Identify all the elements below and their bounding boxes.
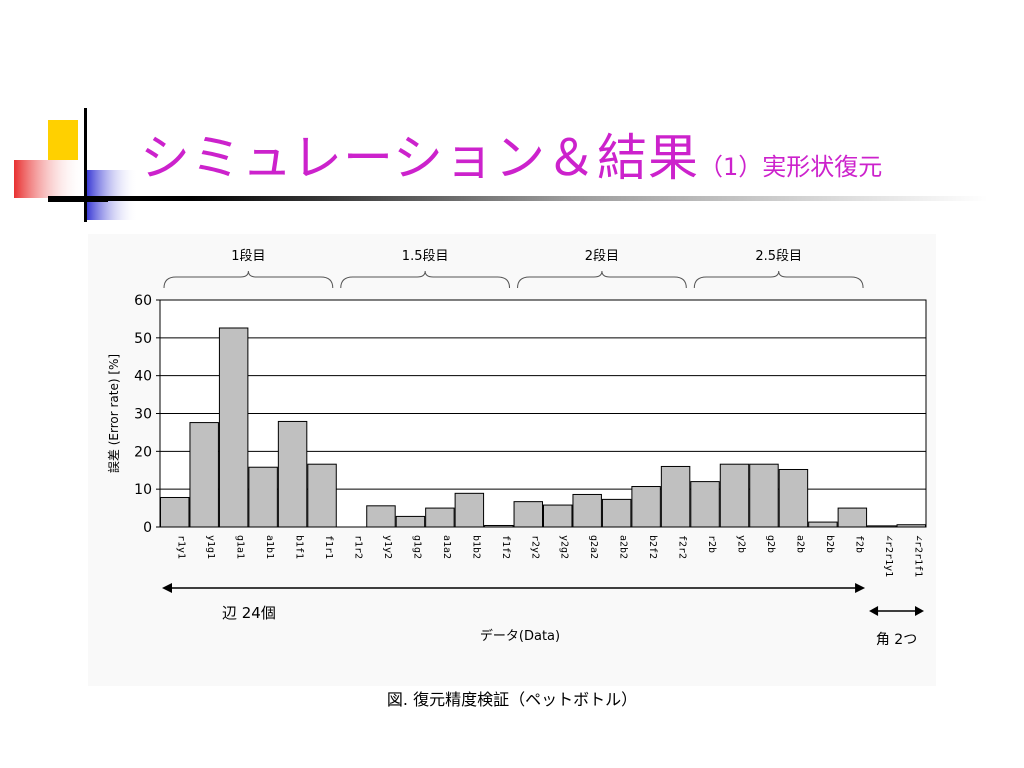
angles-arrowhead-right [915,606,924,616]
bar [867,525,897,528]
y-tick-label: 40 [134,369,152,385]
bar [513,501,543,528]
edges-annotation: 辺 24個 [222,604,276,622]
x-axis-label: データ(Data) [480,628,560,644]
bar [218,327,249,528]
x-tick-label: a1b1 [264,535,275,559]
bar [454,492,485,528]
x-tick-label: f2b [853,535,864,553]
x-tick-label: b2f2 [647,535,658,559]
bar [395,515,426,528]
group-brace [517,270,687,289]
angles-arrowhead-left [869,606,879,616]
x-tick-label: y1y2 [382,535,393,559]
group-brace [340,270,511,289]
title-underline [48,196,988,201]
x-tick-label: r1y1 [176,535,187,559]
x-tick-label: a2b2 [618,535,629,559]
slide-title-sub: （1）実形状復元 [699,153,883,181]
bar [425,507,455,528]
bar [484,524,514,528]
bar [631,486,661,528]
x-tick-label: g2b [765,535,776,553]
x-tick-label: ∠r2r1y1 [883,535,894,577]
bar [189,422,219,528]
bar [896,524,926,528]
y-tick-label: 0 [143,520,152,536]
bar [719,463,750,528]
y-tick-label: 30 [134,407,152,423]
x-tick-label: y1g1 [205,535,216,559]
edges-arrowhead-left [162,583,172,593]
y-axis-label: 誤差 (Error rate) [%] [106,354,121,473]
bar [808,521,838,528]
bar [837,507,868,528]
figure-caption: 図. 復元精度検証（ペットボトル） [386,690,638,709]
x-tick-label: f1f2 [500,535,511,559]
slide-title-main: シミュレーション＆結果 [140,129,699,187]
bar [601,498,632,528]
x-tick-label: f1r1 [323,535,334,559]
bar [160,496,190,528]
x-tick-label: b1f1 [294,535,305,559]
bar [660,465,691,528]
x-tick-label: g1g2 [411,535,422,559]
bar [749,463,779,528]
x-tick-label: f2r2 [677,535,688,559]
bar [572,493,602,528]
group-label: 1.5段目 [402,249,449,264]
group-brace [163,270,334,289]
x-tick-label: r1r2 [353,535,364,559]
x-tick-label: g2a2 [588,535,599,559]
slide-title: シミュレーション＆結果（1）実形状復元 [140,118,882,190]
angles-annotation: 角 2つ [876,632,917,648]
y-tick-label: 50 [134,331,152,347]
bar [543,504,573,528]
bar [690,481,720,528]
group-label: 2段目 [585,249,619,264]
bar [366,505,396,528]
x-tick-label: ∠r2r1f1 [912,535,923,577]
bar [778,468,809,528]
x-tick-label: r2y2 [529,535,540,559]
x-tick-label: r2b [706,535,717,553]
y-tick-label: 20 [134,444,152,460]
bar [277,420,308,528]
x-tick-label: b1b2 [470,535,481,559]
slide-logo-decoration [14,108,138,222]
x-tick-label: b2b [824,535,835,553]
x-tick-label: y2b [736,535,747,553]
x-tick-label: g1a1 [235,535,246,559]
group-label: 2.5段目 [755,249,802,264]
x-tick-label: y2g2 [559,535,570,559]
x-tick-label: a1a2 [441,535,452,559]
edges-arrowhead-right [855,583,866,593]
y-tick-label: 60 [134,293,152,309]
bar [307,463,337,528]
bar [248,466,278,528]
group-label: 1段目 [231,249,265,264]
group-brace [693,270,864,289]
x-tick-label: a2b [794,535,805,553]
y-tick-label: 10 [134,482,152,498]
